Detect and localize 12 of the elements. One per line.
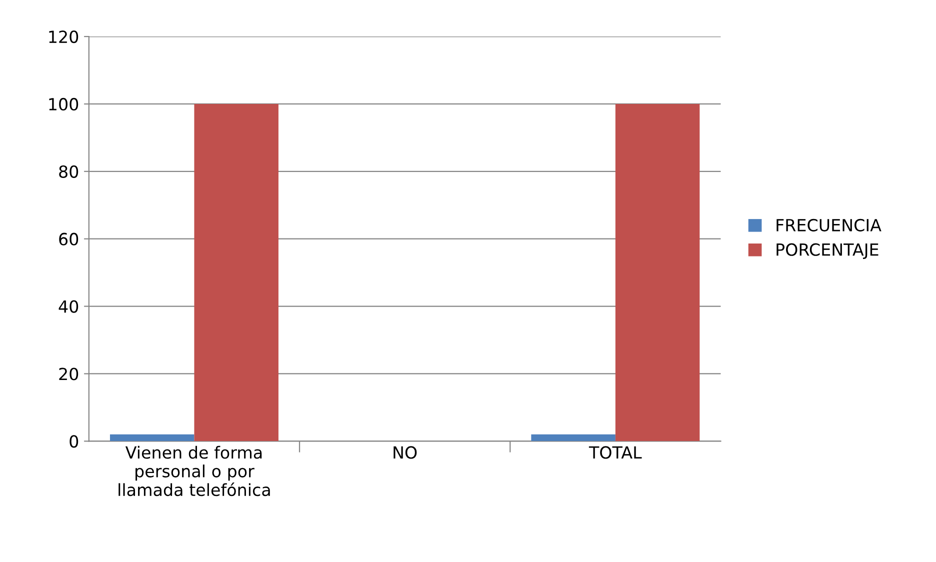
y-tick-label: 40: [58, 300, 78, 313]
y-tick-label: 0: [70, 435, 78, 448]
y-tick-label: 60: [59, 232, 78, 246]
legend-label: PORCENTAJE: [776, 243, 878, 260]
y-tick-label: 20: [59, 368, 78, 380]
y-tick-label: 80: [59, 165, 78, 178]
legend-label: FRECUENCIA: [776, 218, 882, 232]
x-tick-label: TOTAL: [588, 446, 642, 459]
x-tick-label: Vienen de forma personal o por llamada telefónica: [118, 446, 270, 496]
y-tick-label: 120: [49, 30, 78, 44]
y-tick-label: 100: [49, 98, 78, 111]
x-tick-label: NO: [394, 446, 417, 459]
